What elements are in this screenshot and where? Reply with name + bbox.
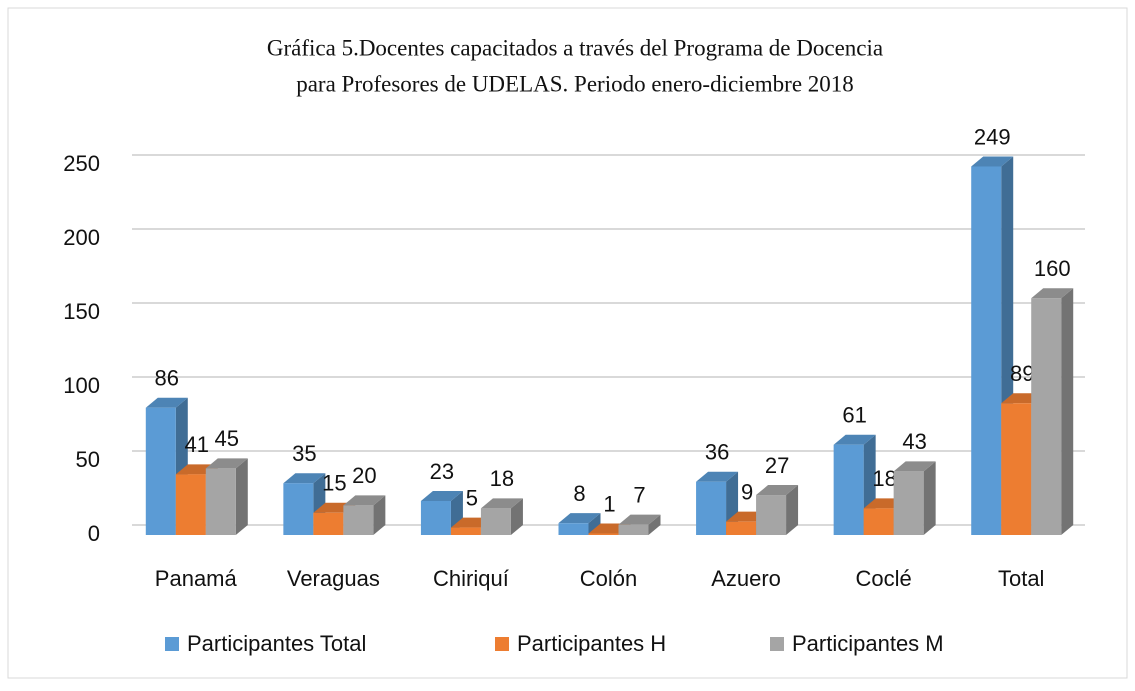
data-label: 5 [466, 485, 478, 510]
y-tick-label: 50 [76, 447, 100, 472]
bar-front [863, 508, 894, 535]
legend-swatch [495, 637, 509, 651]
bar-top [283, 473, 326, 484]
bar-front [205, 468, 236, 535]
bar-front [420, 500, 451, 535]
x-tick-label: Colón [580, 566, 637, 591]
bar-front [833, 444, 864, 535]
bar-front [175, 474, 206, 535]
bar-top [893, 461, 936, 472]
data-label: 36 [705, 440, 729, 465]
data-label: 45 [215, 426, 239, 451]
bar [205, 458, 248, 535]
bar-top [145, 397, 188, 408]
bar-top [343, 495, 386, 506]
bar-front [1031, 298, 1062, 535]
data-label: 8 [573, 481, 585, 506]
x-tick-label: Coclé [856, 566, 912, 591]
bar-side [1061, 288, 1074, 535]
bar-front [1001, 403, 1032, 535]
bar-side [648, 514, 661, 535]
data-label: 249 [974, 124, 1011, 149]
bar-top [971, 156, 1014, 167]
bar-side [373, 495, 386, 535]
bar [833, 434, 876, 535]
x-tick-label: Panamá [155, 566, 238, 591]
bar-front [343, 505, 374, 535]
bar [696, 471, 739, 535]
data-label: 18 [490, 466, 514, 491]
bar-front [893, 471, 924, 535]
bar-top [480, 498, 523, 509]
bar-side [923, 461, 936, 535]
data-label: 43 [902, 429, 926, 454]
data-label: 160 [1034, 256, 1071, 281]
y-tick-label: 100 [63, 373, 100, 398]
bar [618, 514, 661, 535]
bar-front [313, 512, 344, 535]
data-label: 27 [765, 453, 789, 478]
bar-front [756, 495, 787, 535]
bar-front [145, 407, 176, 535]
bar-front [558, 523, 589, 535]
data-label: 89 [1010, 361, 1034, 386]
legend-label: Participantes Total [187, 631, 366, 656]
bar-side [786, 485, 799, 535]
y-tick-label: 200 [63, 225, 100, 250]
legend-swatch [770, 637, 784, 651]
x-tick-label: Total [998, 566, 1044, 591]
bar [480, 498, 523, 535]
bar-front [726, 521, 757, 535]
bar-front [971, 166, 1002, 536]
bar [558, 513, 601, 535]
bar-top [420, 490, 463, 501]
bar-side [510, 498, 523, 535]
bar-side [235, 458, 248, 535]
x-tick-label: Azuero [711, 566, 781, 591]
chart-title: para Profesores de UDELAS. Periodo enero… [296, 71, 854, 96]
bar-top [696, 471, 739, 482]
bar [893, 461, 936, 535]
bar-front [450, 527, 481, 535]
data-label: 7 [633, 482, 645, 507]
data-label: 41 [185, 432, 209, 457]
data-label: 23 [430, 459, 454, 484]
data-label: 18 [872, 466, 896, 491]
data-label: 61 [842, 403, 866, 428]
bar-top [1031, 288, 1074, 299]
bar-top [205, 458, 248, 469]
bar-top [558, 513, 601, 524]
bar-front [588, 533, 619, 535]
bar-front [283, 483, 314, 535]
chart-frame [7, 7, 1128, 679]
legend-swatch [165, 637, 179, 651]
bar-front [480, 508, 511, 535]
x-tick-label: Chiriquí [433, 566, 509, 591]
bar [1031, 288, 1074, 535]
bar-top [618, 514, 661, 525]
bar [343, 495, 386, 535]
bar [756, 485, 799, 535]
bar-front [618, 524, 649, 535]
data-label: 1 [603, 491, 615, 516]
y-tick-label: 250 [63, 151, 100, 176]
bar-top [833, 434, 876, 445]
legend-label: Participantes H [517, 631, 666, 656]
data-label: 20 [352, 463, 376, 488]
legend-label: Participantes M [792, 631, 944, 656]
bar-side [588, 513, 601, 535]
bar [145, 397, 188, 535]
y-tick-label: 0 [88, 521, 100, 546]
chart-title: Gráfica 5.Docentes capacitados a través … [267, 35, 883, 60]
data-label: 86 [155, 366, 179, 391]
bar-top [756, 485, 799, 496]
data-label: 15 [322, 471, 346, 496]
data-label: 9 [741, 479, 753, 504]
y-tick-label: 150 [63, 299, 100, 324]
bar-front [696, 481, 727, 535]
data-label: 35 [292, 441, 316, 466]
x-tick-label: Veraguas [287, 566, 380, 591]
